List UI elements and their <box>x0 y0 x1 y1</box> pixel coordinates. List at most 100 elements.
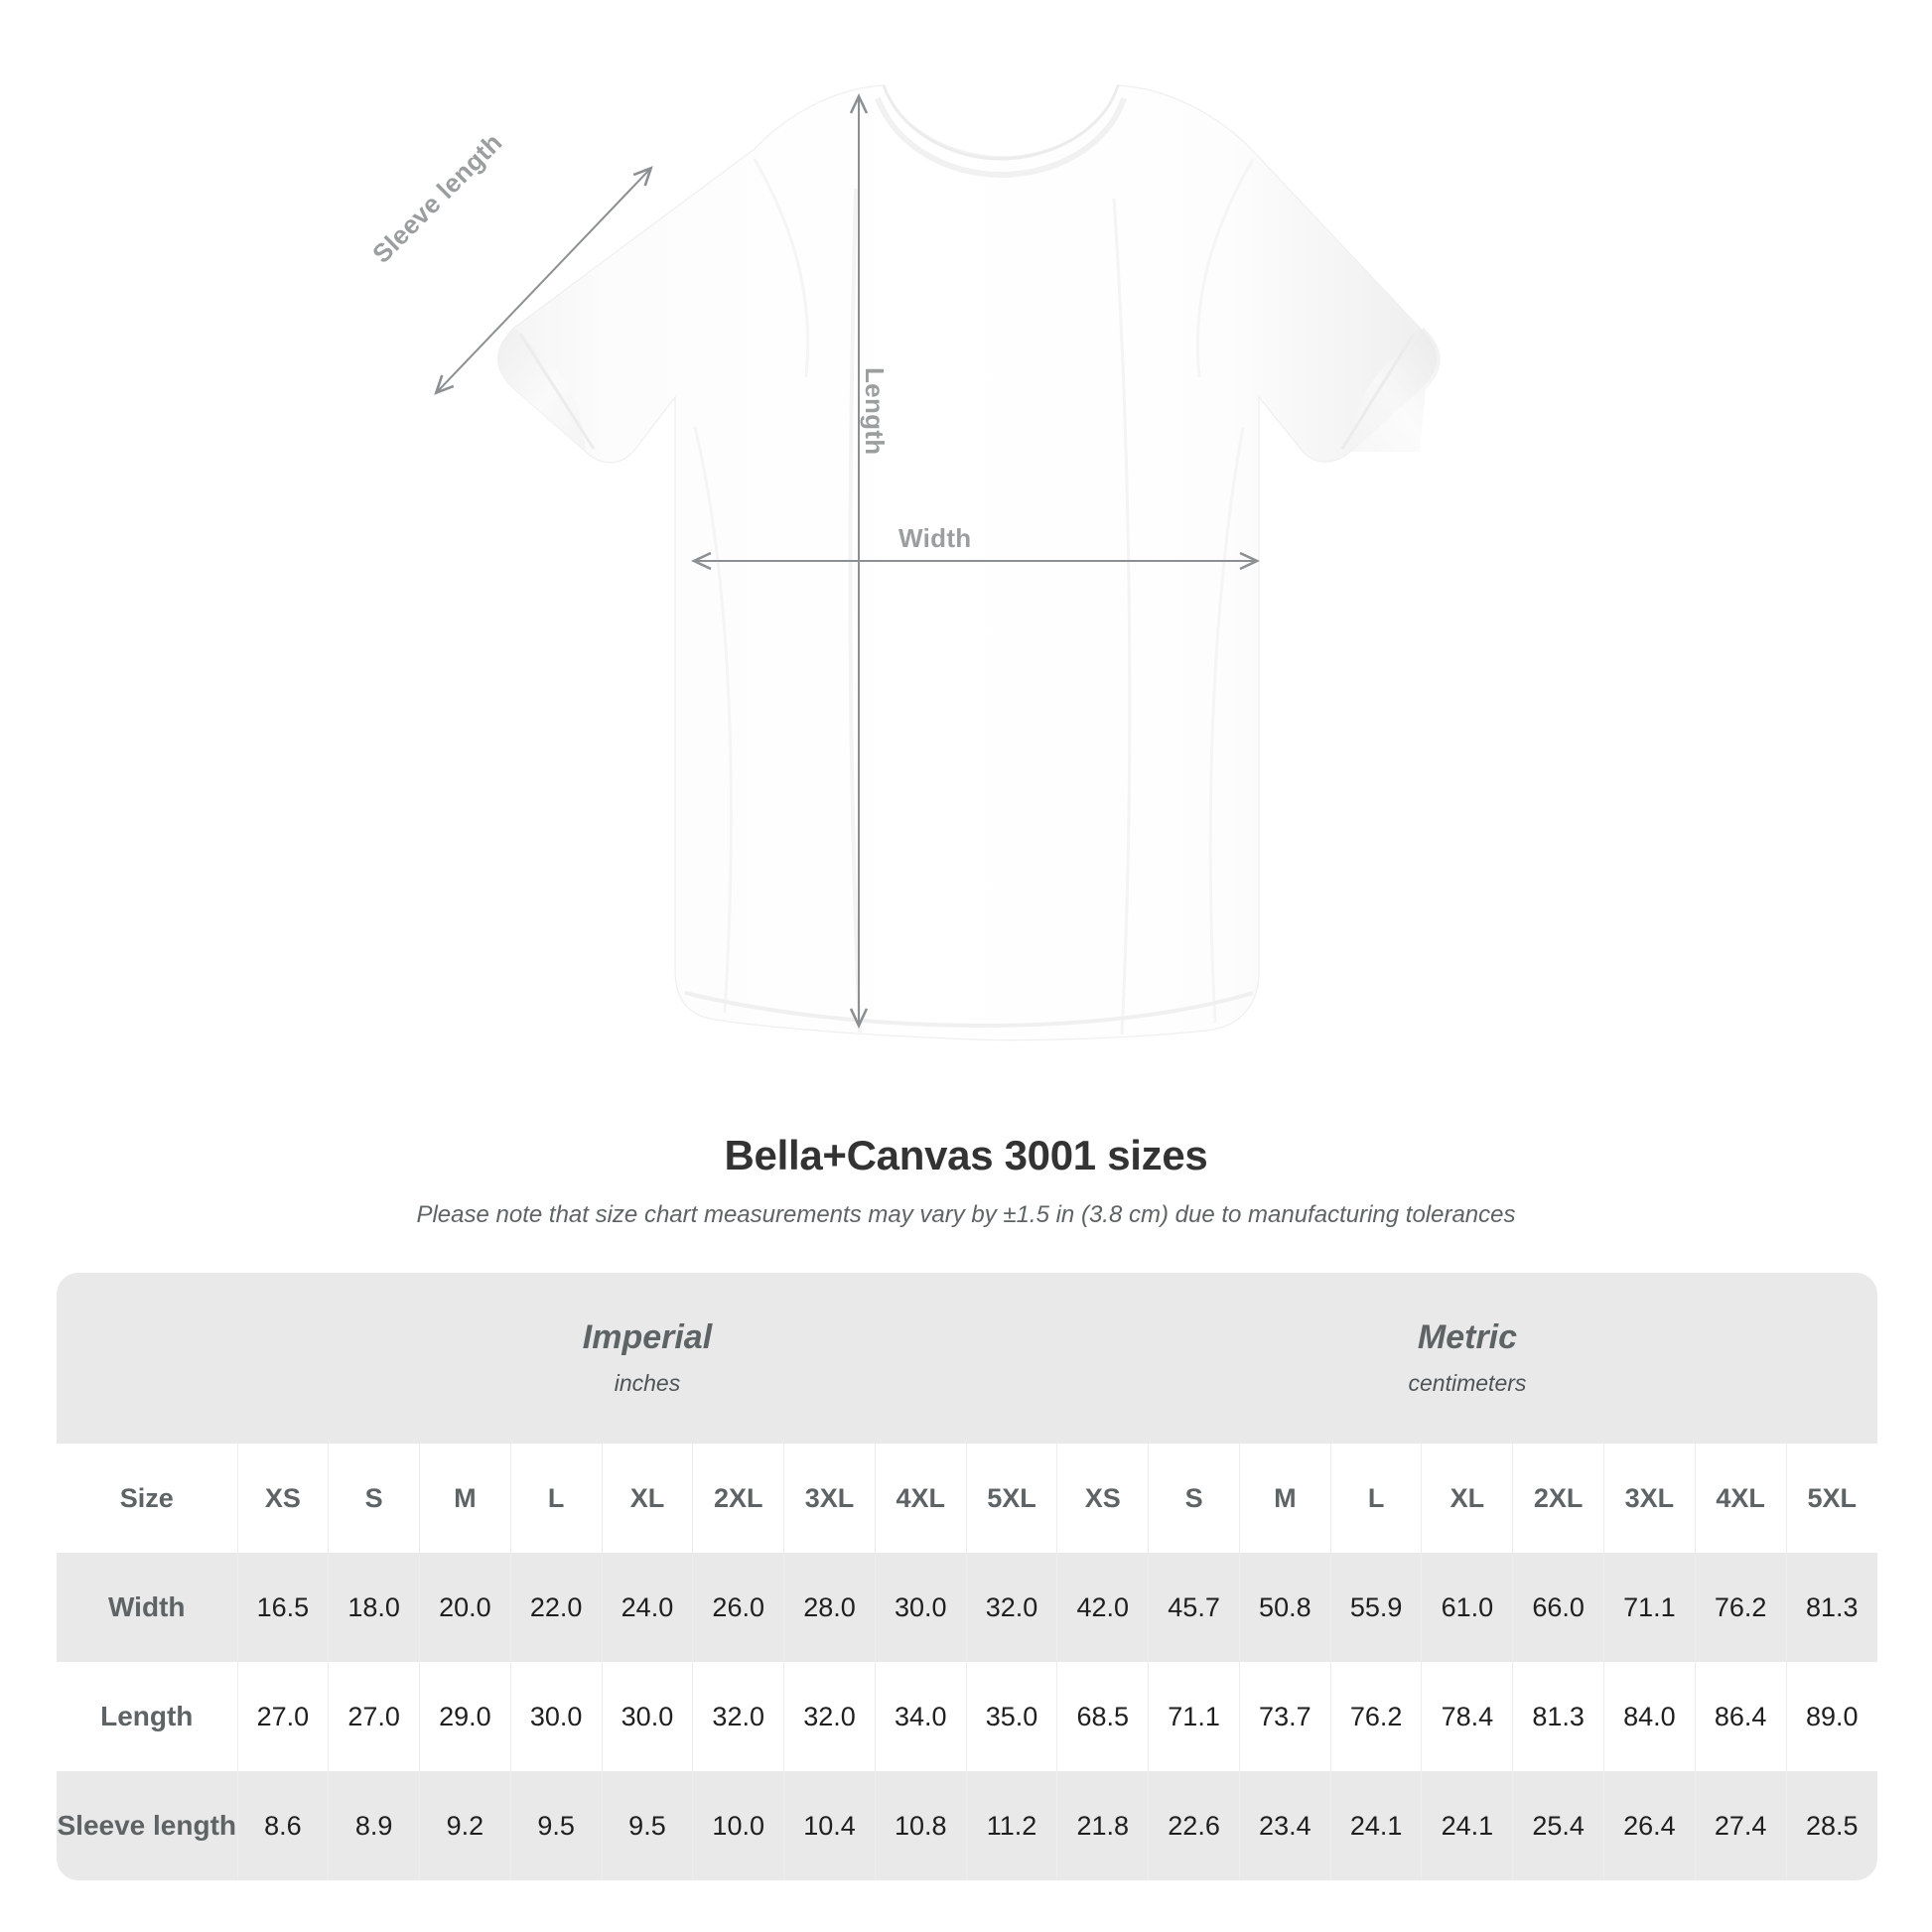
row-header-sleeve-length: Sleeve length <box>57 1771 237 1880</box>
cell-length-metric-3xl: 84.0 <box>1603 1662 1696 1771</box>
cell-sleeve-length-metric-3xl: 26.4 <box>1603 1771 1696 1880</box>
size-chart-table: Imperial inches Metric centimeters Size XS S M L… <box>57 1273 1877 1880</box>
cell-sleeve-length-imperial-s: 8.9 <box>328 1771 420 1880</box>
size-header-metric-2xl: 2XL <box>1512 1444 1604 1553</box>
cell-length-imperial-xl: 30.0 <box>601 1662 693 1771</box>
cell-sleeve-length-imperial-l: 9.5 <box>509 1771 603 1880</box>
cell-length-imperial-3xl: 32.0 <box>783 1662 876 1771</box>
size-table-wrapper: Imperial inches Metric centimeters Size XS S M L… <box>57 1273 1877 1880</box>
cell-length-imperial-xs: 27.0 <box>236 1662 329 1771</box>
cell-width-metric-xl: 61.0 <box>1421 1553 1513 1662</box>
length-annotation-label: Length <box>860 367 890 456</box>
cell-sleeve-length-metric-m: 23.4 <box>1238 1771 1331 1880</box>
size-header-metric-s: S <box>1148 1444 1240 1553</box>
size-header-imperial-3xl: 3XL <box>783 1444 876 1553</box>
cell-sleeve-length-imperial-xs: 8.6 <box>236 1771 329 1880</box>
cell-width-imperial-4xl: 30.0 <box>874 1553 967 1662</box>
cell-width-metric-l: 55.9 <box>1329 1553 1422 1662</box>
imperial-unit-name: Imperial <box>582 1317 713 1356</box>
cell-width-imperial-l: 22.0 <box>509 1553 603 1662</box>
cell-length-metric-m: 73.7 <box>1238 1662 1331 1771</box>
size-header-imperial-xl: XL <box>601 1444 693 1553</box>
cell-length-metric-s: 71.1 <box>1148 1662 1240 1771</box>
cell-sleeve-length-imperial-m: 9.2 <box>419 1771 511 1880</box>
cell-width-metric-2xl: 66.0 <box>1512 1553 1604 1662</box>
cell-sleeve-length-imperial-4xl: 10.8 <box>874 1771 967 1880</box>
cell-length-imperial-5xl: 35.0 <box>965 1662 1057 1771</box>
size-header-metric-xs: XS <box>1056 1444 1149 1553</box>
size-header-imperial-s: S <box>328 1444 420 1553</box>
cell-width-imperial-5xl: 32.0 <box>965 1553 1057 1662</box>
shirt-body-shape <box>497 84 1441 1041</box>
size-header-metric-4xl: 4XL <box>1694 1444 1787 1553</box>
table-row-sleeve-length: Sleeve length 8.6 8.9 9.2 9.5 9.5 10.0 10.4 10.8… <box>57 1771 1877 1880</box>
cell-length-imperial-l: 30.0 <box>509 1662 603 1771</box>
size-header-metric-l: L <box>1329 1444 1422 1553</box>
cell-sleeve-length-metric-2xl: 25.4 <box>1512 1771 1604 1880</box>
cell-sleeve-length-imperial-xl: 9.5 <box>601 1771 693 1880</box>
cell-width-imperial-2xl: 26.0 <box>692 1553 784 1662</box>
table-row-length: Length 27.0 27.0 29.0 30.0 30.0 32.0 32.0 34.0 35… <box>57 1662 1877 1771</box>
cell-sleeve-length-imperial-3xl: 10.4 <box>783 1771 876 1880</box>
metric-unit-name: Metric <box>1417 1317 1518 1356</box>
sleeve-length-arrow <box>437 169 650 392</box>
tolerance-note: Please note that size chart measurements… <box>416 1201 1516 1228</box>
size-header-imperial-xs: XS <box>236 1444 329 1553</box>
metric-unit-sub: centimeters <box>1408 1370 1527 1397</box>
cell-width-imperial-xl: 24.0 <box>601 1553 693 1662</box>
size-header-metric-m: M <box>1238 1444 1331 1553</box>
cell-length-imperial-2xl: 32.0 <box>692 1662 784 1771</box>
size-header-metric-5xl: 5XL <box>1785 1444 1877 1553</box>
cell-width-imperial-s: 18.0 <box>328 1553 420 1662</box>
product-image-area: Sleeve length Length Width <box>0 84 1441 1041</box>
size-row-header: Size <box>57 1444 237 1553</box>
cell-sleeve-length-metric-l: 24.1 <box>1329 1771 1422 1880</box>
page-title: Bella+Canvas 3001 sizes <box>724 1132 1208 1178</box>
cell-width-metric-m: 50.8 <box>1238 1553 1331 1662</box>
size-header-imperial-4xl: 4XL <box>874 1444 967 1553</box>
measurement-arrows <box>437 97 1256 1025</box>
cell-width-metric-5xl: 81.3 <box>1785 1553 1877 1662</box>
cell-length-metric-l: 76.2 <box>1329 1662 1422 1771</box>
cell-sleeve-length-imperial-2xl: 10.0 <box>692 1771 784 1880</box>
cell-width-imperial-3xl: 28.0 <box>783 1553 876 1662</box>
cell-sleeve-length-imperial-5xl: 11.2 <box>965 1771 1057 1880</box>
row-header-length: Length <box>57 1662 237 1771</box>
row-header-width: Width <box>57 1553 237 1662</box>
metric-unit-cell: Metric centimeters <box>1056 1273 1877 1444</box>
size-header-metric-3xl: 3XL <box>1603 1444 1696 1553</box>
size-header-imperial-m: M <box>419 1444 511 1553</box>
cell-sleeve-length-metric-xs: 21.8 <box>1056 1771 1149 1880</box>
cell-length-imperial-s: 27.0 <box>328 1662 420 1771</box>
cell-width-metric-xs: 42.0 <box>1056 1553 1149 1662</box>
unit-banner-row: Imperial inches Metric centimeters <box>57 1273 1877 1444</box>
table-row-width: Width 16.5 18.0 20.0 22.0 24.0 26.0 28.0 30.0 32.… <box>57 1553 1877 1662</box>
size-header-metric-xl: XL <box>1421 1444 1513 1553</box>
cell-width-imperial-m: 20.0 <box>419 1553 511 1662</box>
imperial-unit-sub: inches <box>614 1370 681 1397</box>
cell-width-metric-4xl: 76.2 <box>1694 1553 1787 1662</box>
title-block: Bella+Canvas 3001 sizes Please note that… <box>0 1132 1932 1229</box>
cell-length-imperial-4xl: 34.0 <box>874 1662 967 1771</box>
cell-length-metric-5xl: 89.0 <box>1785 1662 1877 1771</box>
tshirt-illustration <box>0 84 1441 1041</box>
size-header-imperial-2xl: 2XL <box>692 1444 784 1553</box>
imperial-unit-cell: Imperial inches <box>237 1273 1057 1444</box>
cell-length-metric-2xl: 81.3 <box>1512 1662 1604 1771</box>
cell-sleeve-length-metric-4xl: 27.4 <box>1694 1771 1787 1880</box>
cell-length-imperial-m: 29.0 <box>419 1662 511 1771</box>
cell-width-imperial-xs: 16.5 <box>236 1553 329 1662</box>
cell-sleeve-length-metric-xl: 24.1 <box>1421 1771 1513 1880</box>
cell-width-metric-3xl: 71.1 <box>1603 1553 1696 1662</box>
cell-sleeve-length-metric-5xl: 28.5 <box>1785 1771 1877 1880</box>
unit-row-spacer <box>57 1273 237 1444</box>
cell-width-metric-s: 45.7 <box>1148 1553 1240 1662</box>
size-header-imperial-l: L <box>509 1444 603 1553</box>
size-header-row: Size XS S M L XL 2XL 3XL 4XL 5XL XS S M L XL 2XL 3XL 4XL 5… <box>57 1444 1877 1553</box>
cell-length-metric-xl: 78.4 <box>1421 1662 1513 1771</box>
cell-length-metric-4xl: 86.4 <box>1694 1662 1787 1771</box>
cell-length-metric-xs: 68.5 <box>1056 1662 1149 1771</box>
cell-sleeve-length-metric-s: 22.6 <box>1148 1771 1240 1880</box>
width-annotation-label: Width <box>898 523 972 553</box>
